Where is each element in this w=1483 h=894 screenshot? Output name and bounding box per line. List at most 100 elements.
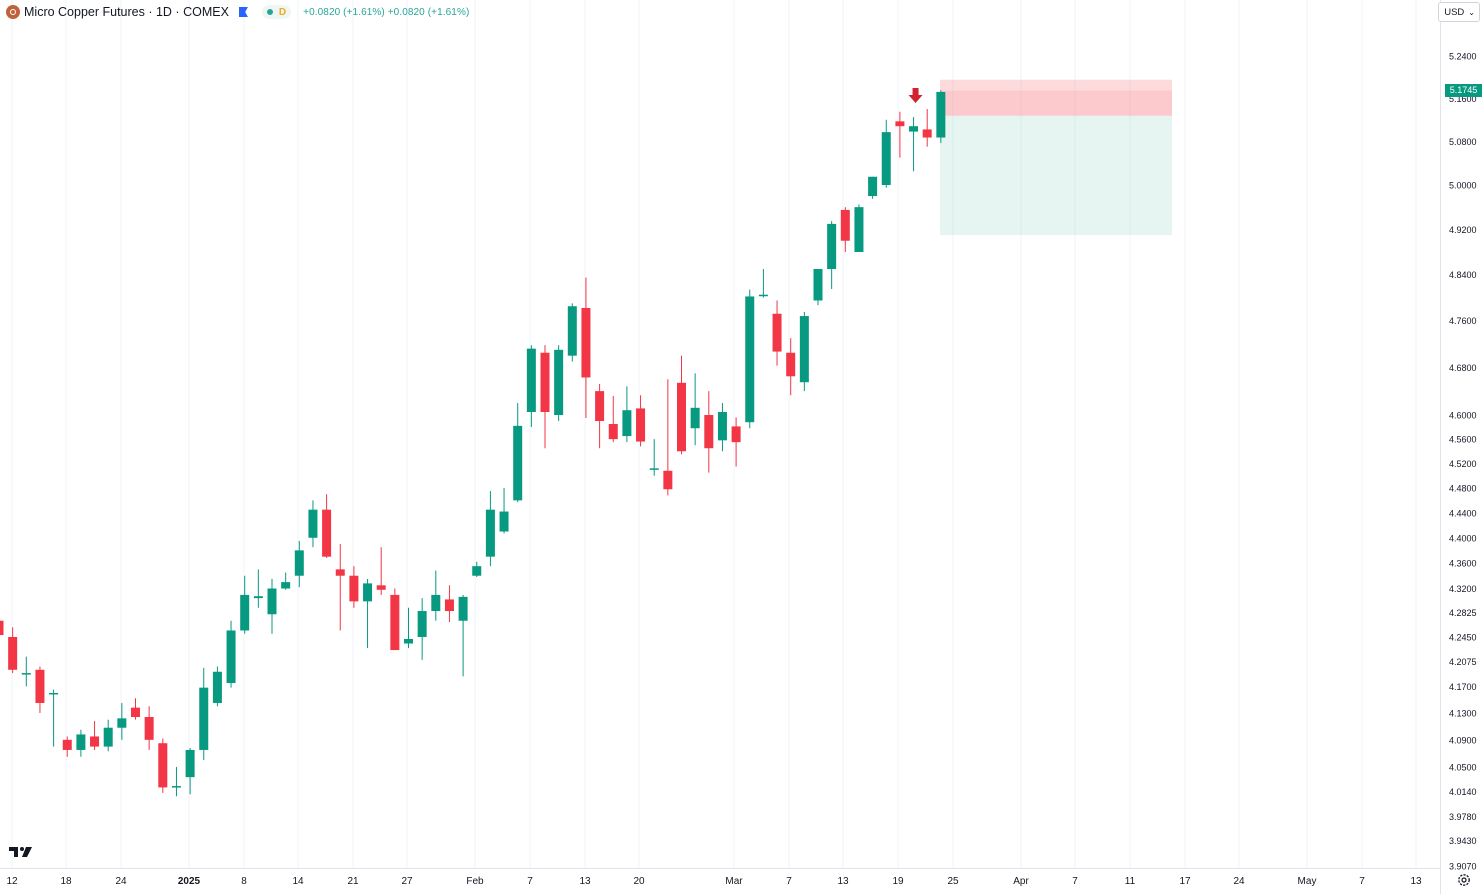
candle-body [540,352,550,413]
time-tick-label: 20 [633,876,645,887]
time-tick-label: May [1298,876,1317,887]
candle-body [8,636,18,670]
price-tick-label: 4.2825 [1449,608,1477,618]
price-tick-label: 4.0500 [1449,762,1477,772]
candle [813,269,823,306]
candle-body [922,129,932,138]
time-tick-label: 7 [527,876,533,887]
candle [417,598,427,660]
candle [226,620,236,688]
candle [253,569,263,608]
time-tick-label: 14 [292,876,304,887]
candle [144,706,154,750]
time-tick-label: Mar [725,876,743,887]
candle [513,403,523,503]
price-axis[interactable]: 5.2400 5.1600 5.0800 5.0000 4.9200 4.8400 4.76… [1449,52,1477,872]
price-tick-label: 5.2400 [1449,52,1477,62]
candle [786,338,796,396]
candle-body [895,121,905,127]
time-tick-label: 13 [1410,876,1422,887]
price-tick-label: 4.0140 [1449,787,1477,797]
candle-body [62,739,72,750]
candle-body [813,269,823,301]
candle-body [881,132,891,185]
price-tick-label: 4.1700 [1449,682,1477,692]
candle-body [376,585,386,590]
candle [308,500,318,548]
candle-body [472,566,482,576]
candle [35,666,45,713]
candle-body [417,611,427,637]
time-tick-label: 21 [347,876,359,887]
price-tick-label: 4.6800 [1449,363,1477,373]
candle-body [513,425,523,501]
candle [363,578,373,649]
candle-body [772,313,782,352]
gear-icon[interactable] [1457,873,1471,887]
price-tick-label: 3.9070 [1449,862,1477,872]
symbol-header[interactable]: Micro Copper Futures · 1D · COMEX D +0.0… [6,3,469,21]
candle [758,269,768,298]
candle-body [554,349,564,415]
candle [622,386,632,443]
candle-body [103,727,113,747]
candle-body [704,415,714,449]
candle-body [349,575,359,602]
candle [8,627,18,674]
market-status-badge[interactable]: D [261,5,292,19]
stop-loss-zone[interactable] [940,79,1172,116]
candle [690,373,700,446]
candle [840,207,850,253]
time-axis[interactable]: 12 18 24 2025 8 14 21 27 Feb 7 13 20 Mar 7 13 19 25 Apr 7 1… [6,876,1422,887]
sell-arrow-icon [908,88,923,103]
candle-body [0,620,4,636]
symbol-title[interactable]: Micro Copper Futures · 1D · COMEX [24,5,229,19]
candle [103,719,113,752]
time-tick-label: 18 [60,876,72,887]
candle-body [281,582,291,589]
candle [799,312,809,392]
candle [854,204,864,253]
grid-lines [11,0,1417,868]
price-tick-label: 3.9430 [1449,836,1477,846]
candle-body [717,412,727,441]
time-tick-label: 7 [1359,876,1365,887]
candle-body [404,638,413,644]
candle-body [444,599,454,612]
candle [76,729,86,757]
take-profit-zone[interactable] [940,115,1172,236]
price-tick-label: 4.3200 [1449,584,1477,594]
chevron-down-icon: ⌄ [1468,7,1475,17]
currency-selector[interactable]: USD ⌄ [1438,2,1480,22]
price-tick-label: 5.0800 [1449,137,1477,147]
candle [281,572,291,590]
candle [294,540,304,588]
candle-body [581,307,591,378]
candle [240,575,250,634]
candle [827,221,837,289]
candle-body [731,426,741,443]
candle [608,395,618,443]
candle-body [649,468,659,470]
candle-body [335,569,345,576]
candle-body [677,382,686,452]
candle-body [322,509,332,557]
candle-body [786,352,796,377]
time-tick-label: 25 [947,876,959,887]
short-position-tool[interactable] [940,79,1172,236]
candle-body [144,717,154,740]
candle [717,403,727,452]
candle [49,689,59,747]
candle-body [909,126,919,132]
candle-body [622,410,632,437]
price-tick-label: 4.6000 [1449,411,1477,421]
tradingview-logo-icon[interactable] [9,845,35,859]
candle-body [690,407,700,429]
flag-icon[interactable] [238,7,248,17]
candle-body [758,294,768,297]
candle-body [90,736,100,747]
candle [117,702,127,740]
price-tick-label: 4.5600 [1449,435,1477,445]
candle-body [158,743,168,788]
